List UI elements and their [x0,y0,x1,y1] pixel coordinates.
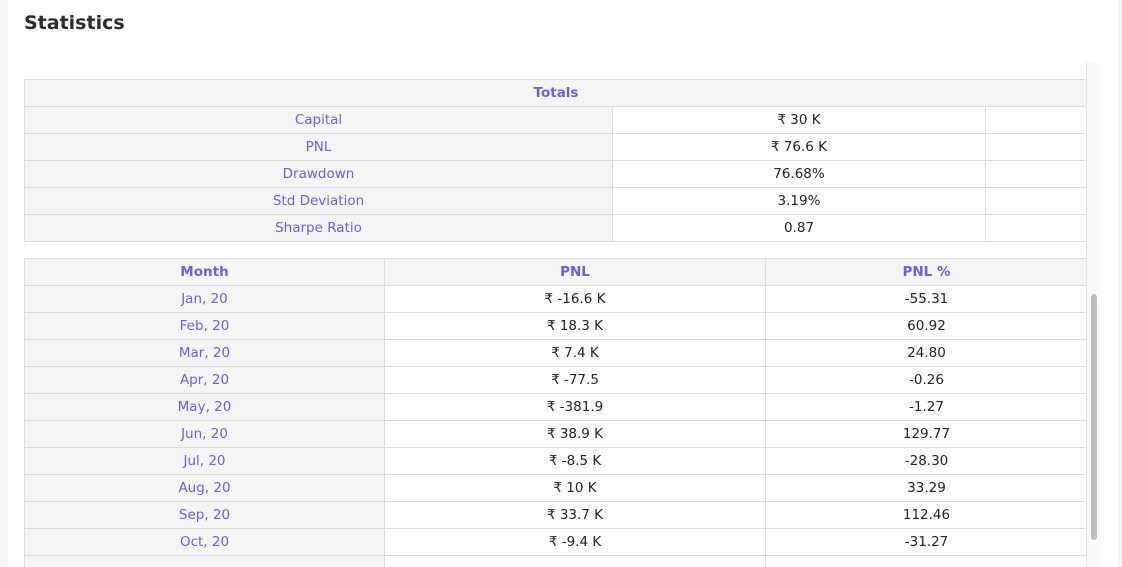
pnl-percent-cell: -1.27 [765,393,1088,421]
month-cell: Jan, 20 [24,285,385,313]
totals-empty-cell [984,160,1089,188]
month-cell: Mar, 20 [24,339,385,367]
table-row: Aug, 20 ₹ 10 K 33.29 [24,474,1088,502]
month-cell: Sep, 20 [24,501,385,529]
totals-value: 76.68% [612,160,986,188]
pnl-cell: ₹ -381.9 [384,393,766,421]
month-cell: May, 20 [24,393,385,421]
pnl-cell: ₹ 18.3 K [384,312,766,340]
totals-value: 0.87 [612,214,986,242]
pnl-percent-cell: -31.27 [765,528,1088,556]
pnl-percent-cell: -55.31 [765,285,1088,313]
monthly-table: Month PNL PNL % Jan, 20 ₹ -16.6 K -55.31… [24,258,1088,567]
pnl-percent-cell [765,555,1088,567]
pnl-percent-cell: 112.46 [765,501,1088,529]
pnl-percent-cell: 24.80 [765,339,1088,367]
table-row: Oct, 20 ₹ -9.4 K -31.27 [24,528,1088,556]
totals-row-drawdown: Drawdown 76.68% [24,160,1089,188]
totals-table: Totals Capital ₹ 30 K PNL ₹ 76.6 K Drawd… [24,79,1089,242]
column-header-month: Month [24,258,385,286]
monthly-header-row: Month PNL PNL % [24,258,1088,286]
table-row: May, 20 ₹ -381.9 -1.27 [24,393,1088,421]
pnl-cell: ₹ -16.6 K [384,285,766,313]
totals-label: Capital [24,106,613,134]
pnl-percent-cell: 60.92 [765,312,1088,340]
totals-label: PNL [24,133,613,161]
totals-row-capital: Capital ₹ 30 K [24,106,1089,134]
table-row: Jul, 20 ₹ -8.5 K -28.30 [24,447,1088,475]
card-title: Statistics [24,12,125,34]
table-row-partial [24,555,1088,567]
table-row: Apr, 20 ₹ -77.5 -0.26 [24,366,1088,394]
totals-empty-cell [984,214,1089,242]
month-cell: Oct, 20 [24,528,385,556]
totals-row-sharpe-ratio: Sharpe Ratio 0.87 [24,214,1089,242]
pnl-cell: ₹ 38.9 K [384,420,766,448]
column-header-pnl: PNL [384,258,766,286]
pnl-cell: ₹ -8.5 K [384,447,766,475]
totals-label: Sharpe Ratio [24,214,613,242]
month-cell [24,555,385,567]
totals-label: Std Deviation [24,187,613,215]
column-header-pnl-percent: PNL % [765,258,1088,286]
totals-row-pnl: PNL ₹ 76.6 K [24,133,1089,161]
totals-empty-cell [984,106,1089,134]
pnl-cell [384,555,766,567]
pnl-percent-cell: -0.26 [765,366,1088,394]
pnl-cell: ₹ 7.4 K [384,339,766,367]
table-row: Mar, 20 ₹ 7.4 K 24.80 [24,339,1088,367]
totals-value: ₹ 30 K [612,106,986,134]
pnl-cell: ₹ 33.7 K [384,501,766,529]
month-cell: Feb, 20 [24,312,385,340]
table-row: Jan, 20 ₹ -16.6 K -55.31 [24,285,1088,313]
pnl-cell: ₹ -9.4 K [384,528,766,556]
statistics-scroll-area[interactable]: Totals Capital ₹ 30 K PNL ₹ 76.6 K Drawd… [24,62,1101,567]
totals-empty-cell [984,187,1089,215]
totals-header: Totals [24,79,1089,107]
scrollbar-thumb[interactable] [1091,294,1097,540]
table-row: Sep, 20 ₹ 33.7 K 112.46 [24,501,1088,529]
month-cell: Aug, 20 [24,474,385,502]
totals-value: ₹ 76.6 K [612,133,986,161]
statistics-card: Statistics Totals Capital ₹ 30 K PNL ₹ 7… [8,0,1118,567]
totals-empty-cell [984,133,1089,161]
table-row: Feb, 20 ₹ 18.3 K 60.92 [24,312,1088,340]
month-cell: Apr, 20 [24,366,385,394]
month-cell: Jul, 20 [24,447,385,475]
pnl-percent-cell: 33.29 [765,474,1088,502]
totals-row-std-deviation: Std Deviation 3.19% [24,187,1089,215]
totals-value: 3.19% [612,187,986,215]
pnl-cell: ₹ -77.5 [384,366,766,394]
month-cell: Jun, 20 [24,420,385,448]
pnl-cell: ₹ 10 K [384,474,766,502]
totals-header-row: Totals [24,79,1089,107]
table-row: Jun, 20 ₹ 38.9 K 129.77 [24,420,1088,448]
totals-label: Drawdown [24,160,613,188]
pnl-percent-cell: -28.30 [765,447,1088,475]
vertical-scrollbar[interactable] [1086,62,1101,567]
pnl-percent-cell: 129.77 [765,420,1088,448]
